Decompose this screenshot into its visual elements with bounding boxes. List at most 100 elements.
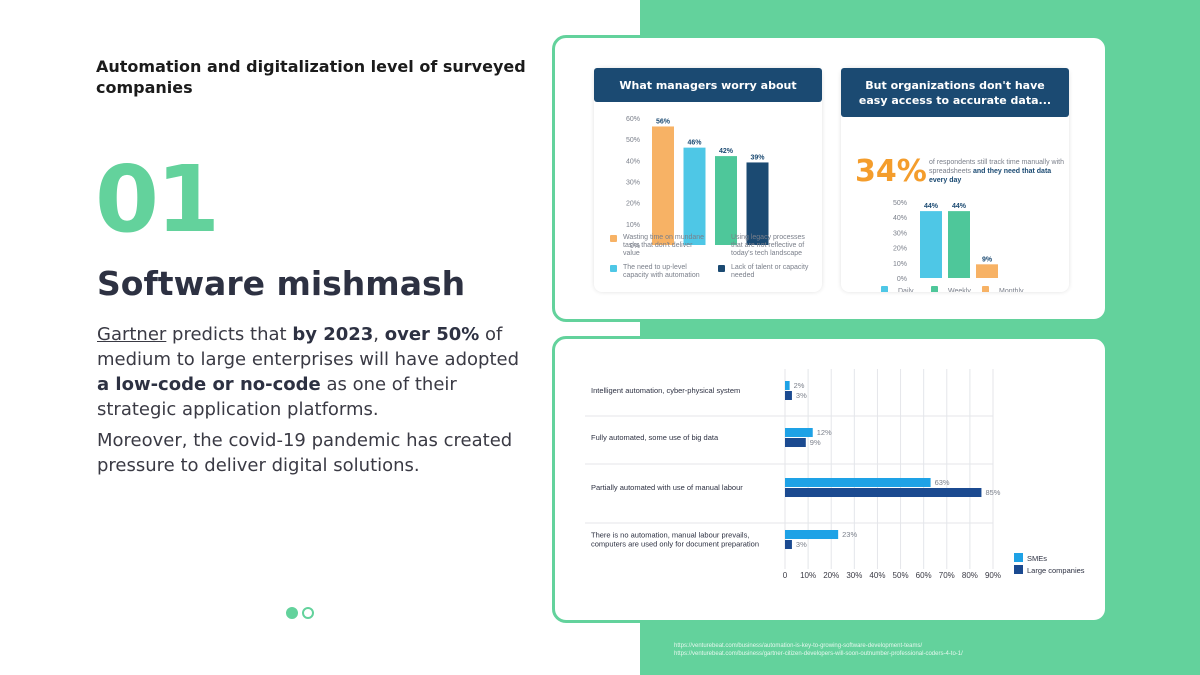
section-number: 01 — [95, 146, 220, 253]
legend-item-uplevel: The need to up-level capacity with autom… — [610, 264, 706, 280]
legend-label: Monthly — [999, 288, 1024, 292]
slide-pagination — [286, 607, 314, 619]
legend-label: Daily — [898, 288, 914, 292]
y-tick-label: 0% — [897, 276, 907, 283]
managers-worry-panel: What managers worry about 0% 10% 20% 30% 40%… — [594, 68, 822, 292]
y-tick-label: 20% — [893, 246, 907, 253]
y-tick-label: 50% — [626, 137, 640, 144]
gartner-paragraph: Gartner predicts that by 2023, over 50% … — [97, 322, 527, 422]
x-tick-label: 20% — [823, 571, 839, 580]
bar — [746, 162, 769, 245]
legend-label: Lack of talent or capacity needed — [731, 264, 809, 279]
para1-bold-3: a low-code or no-code — [97, 374, 321, 395]
bar-value-label: 2% — [794, 381, 805, 390]
bar-value-label: 3% — [796, 391, 807, 400]
pagination-dot[interactable] — [302, 607, 314, 619]
category-label: Partially automated with use of manual l… — [591, 483, 743, 492]
para1-bold-1: by 2023 — [292, 324, 374, 345]
category-label: Intelligent automation, cyber-physical s… — [591, 386, 740, 395]
data-access-panel: But organizations don't have easy access… — [841, 68, 1069, 292]
data-access-title: But organizations don't have easy access… — [841, 68, 1069, 117]
bar-value-label: 9% — [982, 256, 993, 263]
y-tick-label: 50% — [893, 200, 907, 207]
y-tick-label: 40% — [626, 158, 640, 165]
bar-value-label: 56% — [656, 118, 671, 125]
bar — [785, 530, 839, 539]
covid-paragraph: Moreover, the covid-19 pandemic has crea… — [97, 430, 513, 476]
legend-swatch — [1014, 553, 1023, 562]
legend-label: Wasting time on mundane tasks that don't… — [623, 234, 705, 257]
bar — [785, 540, 792, 549]
x-tick-label: 40% — [869, 571, 885, 580]
para1-text-2: , — [373, 324, 385, 345]
legend-swatch — [610, 265, 617, 272]
bar-value-label: 23% — [842, 530, 857, 539]
bar-value-label: 46% — [687, 140, 702, 147]
bar-value-label: 3% — [796, 540, 807, 549]
x-tick-label: 80% — [962, 571, 978, 580]
para1-text-3: of medium to large enterprises will have… — [97, 324, 520, 370]
category-label: Fully automated, some use of big data — [591, 433, 719, 442]
legend-swatch — [982, 286, 989, 292]
bar-value-label: 44% — [924, 203, 939, 210]
y-tick-label: 20% — [626, 201, 640, 208]
y-tick-label: 60% — [626, 116, 640, 123]
source-link[interactable]: https://venturebeat.com/business/automat… — [674, 643, 923, 649]
bar — [785, 488, 982, 497]
legend-label: Using legacy processes that are not refl… — [731, 234, 805, 257]
legend-label: Large companies — [1027, 566, 1085, 575]
bar — [920, 211, 942, 278]
highlight-text-bold: and they need that data every day — [929, 168, 1052, 184]
y-tick-label: 10% — [893, 261, 907, 268]
bar-value-label: 9% — [810, 438, 821, 447]
x-tick-label: 60% — [916, 571, 932, 580]
bar-value-label: 44% — [952, 203, 967, 210]
survey-charts-card: What managers worry about 0% 10% 20% 30% 40%… — [552, 35, 1108, 322]
managers-worry-chart: 0% 10% 20% 30% 40% 50% 60% 56% 46% 42% 39% — [626, 116, 769, 248]
bar-value-label: 63% — [935, 478, 950, 487]
legend-swatch — [718, 265, 725, 272]
category-label: computers are used only for document pre… — [591, 540, 759, 549]
legend-swatch — [610, 235, 617, 242]
managers-worry-title: What managers worry about — [594, 68, 822, 102]
legend-swatch — [1014, 565, 1023, 574]
bar — [785, 478, 931, 487]
legend-swatch — [718, 235, 725, 242]
bar — [785, 381, 790, 390]
highlight-percentage: 34% — [855, 154, 927, 189]
para1-text-1: predicts that — [166, 324, 293, 345]
legend-item-mundane: Wasting time on mundane tasks that don't… — [610, 234, 706, 258]
bar — [715, 156, 737, 245]
x-tick-label: 10% — [800, 571, 816, 580]
pagination-dot-active[interactable] — [286, 607, 298, 619]
bar — [948, 211, 970, 278]
y-tick-label: 30% — [893, 230, 907, 237]
slide-title: Automation and digitalization level of s… — [96, 57, 526, 97]
legend-swatch — [881, 286, 888, 292]
x-tick-label: 30% — [846, 571, 862, 580]
bar — [785, 428, 813, 437]
gartner-link[interactable]: Gartner — [97, 324, 167, 345]
source-link[interactable]: https://venturebeat.com/business/gartner… — [674, 651, 963, 657]
legend-item-legacy: Using legacy processes that are not refl… — [718, 234, 818, 258]
x-tick-label: 70% — [939, 571, 955, 580]
bar — [976, 264, 998, 278]
para1-text-4: as one of their strategic application pl… — [97, 374, 457, 420]
bar-value-label: 12% — [817, 428, 832, 437]
category-label: There is no automation, manual labour pr… — [591, 531, 749, 540]
highlight-text: of respondents still track time manually… — [929, 159, 1064, 175]
sources-footnote: https://venturebeat.com/business/automat… — [674, 642, 963, 658]
y-tick-label: 30% — [626, 180, 640, 187]
legend-label: The need to up-level capacity with autom… — [623, 264, 700, 279]
y-tick-label: 10% — [626, 222, 640, 229]
y-tick-label: 0% — [630, 243, 640, 248]
bar-value-label: 42% — [719, 148, 734, 155]
legend-label: Weekly — [948, 288, 971, 292]
legend-item-talent: Lack of talent or capacity needed — [718, 264, 818, 280]
automation-level-card: 0 10% 20% 30% 40% 50% 60% 70% 80% 90% Intelligent … — [552, 336, 1108, 623]
para1-bold-2: over 50% — [384, 324, 480, 345]
legend-label: SMEs — [1027, 554, 1047, 563]
bar-value-label: 39% — [750, 154, 765, 161]
legend-swatch — [931, 286, 938, 292]
x-tick-label: 0 — [783, 571, 788, 580]
